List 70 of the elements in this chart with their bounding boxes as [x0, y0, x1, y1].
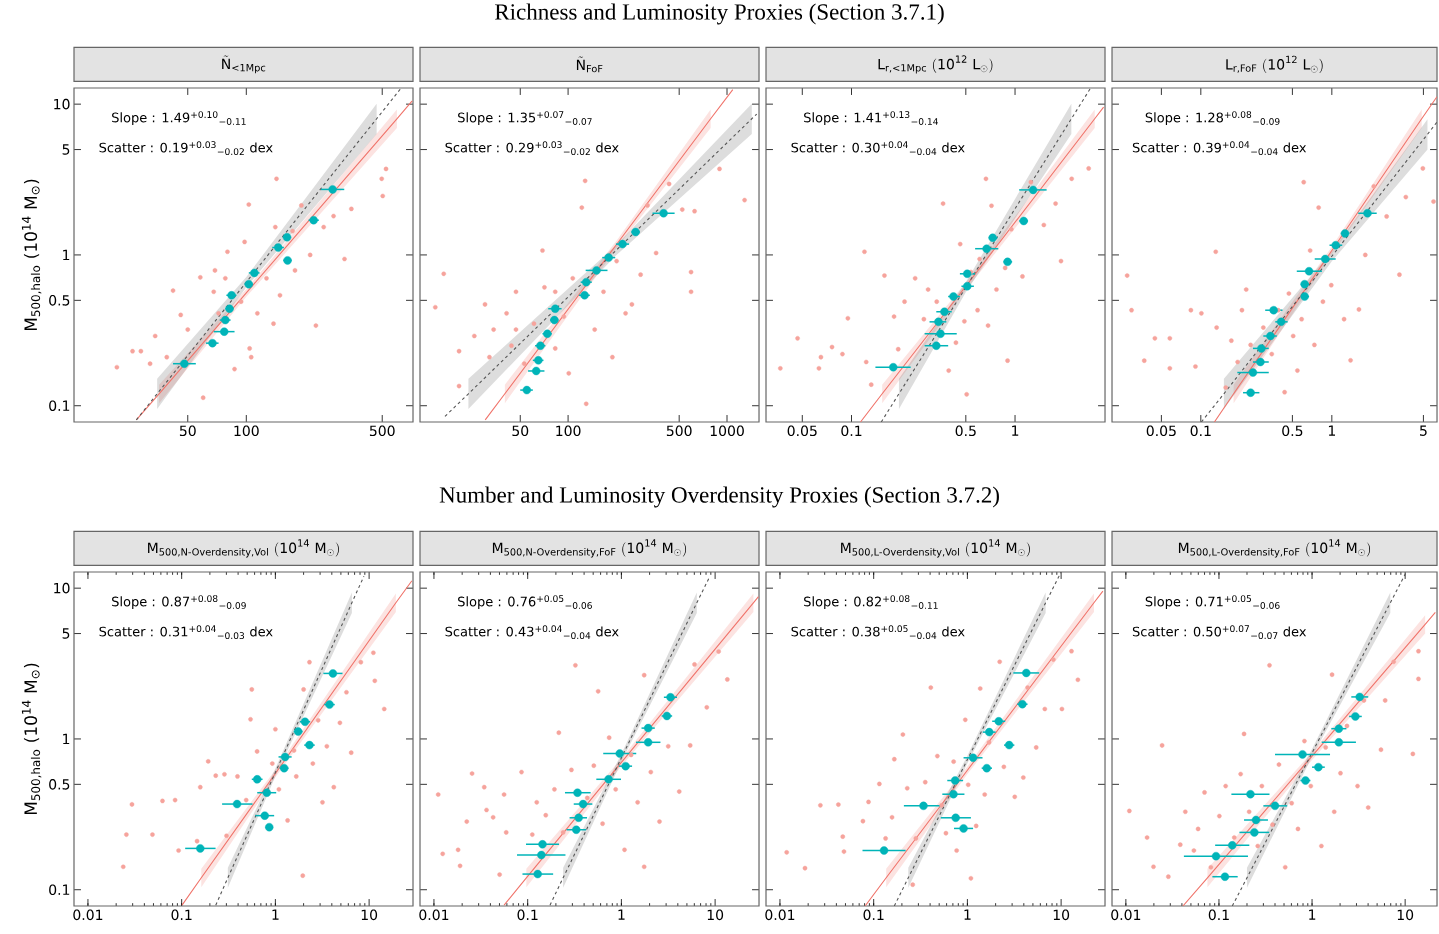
y-tick-label: 0.1: [49, 884, 70, 896]
chart-title: $\text{L}_{\text{r,FoF}}\ (\text{10}^{\text{12}}\ \text{L}_{\odot})$: [1226, 55, 1323, 74]
annotation: Scatter : 0.30$^{+0.04}$$_{−0.04}$ dex: [791, 141, 965, 156]
y-tick-label: 0.5: [49, 295, 70, 306]
annotation: Scatter : 0.19$^{+0.03}$$_{−0.02}$ dex: [99, 141, 273, 156]
chart-title: $\text{M}_{\text{500,L-Overdensity,Vol}}\ (\text{10}^{\text{14}}\ \text{M}_{\odot})$: [841, 539, 1030, 558]
annotation: Slope : 0.82$^{+0.08}$−0.11: [804, 595, 938, 609]
x-tick-label: 10: [707, 909, 724, 921]
y-tick-label: 5: [62, 628, 70, 639]
y-tick-label: 5: [62, 144, 70, 155]
x-tick-label: 0.1: [517, 909, 538, 921]
y-axis-title: M$_{500,halo}$ (10$^{14}$ M$_{⊙}$): [21, 663, 42, 815]
chart-title: $\tilde{\text{N}}_{\text{<1Mpc}}$: [222, 55, 266, 74]
annotation: Slope : 1.35$^{+0.07}$−0.07: [458, 111, 592, 125]
y-tick-label: 1: [63, 733, 70, 745]
annotation: Slope : 1.28$^{+0.08}$−0.09: [1145, 111, 1280, 125]
annotation: Scatter : 0.50$^{+0.07}$$_{−0.07}$ dex: [1132, 625, 1307, 640]
annotation: Scatter : 0.31$^{+0.04}$$_{−0.03}$ dex: [99, 625, 273, 640]
x-tick-label: 0.01: [419, 909, 449, 921]
x-tick-label: 500: [666, 425, 692, 437]
annotation: Slope : 1.41$^{+0.13}$−0.14: [804, 111, 938, 125]
x-tick-label: 1: [272, 909, 279, 920]
x-tick-label: 1: [1012, 425, 1019, 436]
annotation: Slope : 1.49$^{+0.10}$−0.11: [112, 111, 246, 125]
y-tick-label: 0.5: [49, 779, 70, 790]
chart-title: $\text{M}_{\text{500,L-Overdensity,FoF}}\ (\text{10}^{\text{14}}\ \text{M}_{\odot})$: [1178, 539, 1371, 558]
y-tick-label: 0.1: [49, 400, 70, 412]
text: Richness and Luminosity Proxies (Section 3.7.1): [494, 3, 944, 25]
x-tick-label: 1: [618, 909, 625, 920]
x-tick-label: 1: [964, 909, 971, 920]
chart-title: $\tilde{\text{N}}_{\text{FoF}}$: [576, 56, 603, 73]
x-tick-label: 100: [556, 425, 581, 437]
x-tick-label: 0.1: [1190, 425, 1211, 437]
y-tick-label: 10: [54, 98, 70, 110]
annotation: Slope : 0.76$^{+0.05}$−0.06: [458, 595, 592, 609]
chart-title: $\text{M}_{\text{500,N-Overdensity,FoF}}\ (\text{10}^{\text{14}}\ \text{M}_{\odot})$: [492, 539, 687, 558]
x-tick-label: 10: [1397, 909, 1414, 921]
x-tick-label: 10: [1053, 909, 1070, 921]
x-tick-label: 0.05: [1146, 425, 1176, 437]
y-tick-label: 10: [54, 582, 70, 594]
annotation: Scatter : 0.39$^{+0.04}$$_{−0.04}$ dex: [1132, 141, 1307, 156]
x-tick-label: 0.1: [863, 909, 884, 921]
x-tick-label: 5: [1420, 425, 1427, 436]
annotation: Scatter : 0.43$^{+0.04}$$_{−0.04}$ dex: [445, 625, 619, 640]
x-tick-label: 0.1: [841, 425, 862, 437]
x-tick-label: 0.5: [1282, 425, 1303, 437]
text: Number and Luminosity Overdensity Proxies (Section 3.7.2): [439, 486, 999, 508]
chart-title: $\text{L}_{\text{r,<1Mpc}}\ (\text{10}^{\text{12}}\ \text{L}_{\odot})$: [878, 55, 993, 74]
x-tick-label: 1000: [710, 425, 744, 437]
x-tick-label: 1: [1328, 425, 1336, 436]
y-tick-label: 1: [63, 249, 70, 261]
y-axis-title: M$_{500,halo}$ (10$^{14}$ M$_{⊙}$): [21, 179, 42, 331]
x-tick-label: 0.1: [171, 909, 192, 921]
annotation: Slope : 0.71$^{+0.05}$−0.06: [1145, 595, 1280, 609]
x-tick-label: 10: [361, 909, 378, 921]
x-tick-label: 0.1: [1208, 909, 1229, 921]
x-tick-label: 0.01: [765, 909, 795, 921]
x-tick-label: 0.01: [73, 909, 103, 921]
x-tick-label: 50: [512, 425, 529, 437]
chart-title: $\text{M}_{\text{500,N-Overdensity,Vol}}\ (\text{10}^{\text{14}}\ \text{M}_{\odot})$: [148, 539, 339, 558]
annotation: Slope : 0.87$^{+0.08}$−0.09: [112, 595, 246, 609]
x-tick-label: 100: [234, 425, 259, 437]
x-tick-label: 0.05: [787, 425, 817, 437]
x-tick-label: 0.5: [955, 425, 976, 437]
x-tick-label: 0.01: [1111, 909, 1141, 921]
x-tick-label: 500: [369, 425, 395, 437]
annotation: Scatter : 0.29$^{+0.03}$$_{−0.02}$ dex: [445, 141, 619, 156]
x-tick-label: 1: [1309, 909, 1316, 920]
annotation: Scatter : 0.38$^{+0.05}$$_{−0.04}$ dex: [791, 625, 965, 640]
x-tick-label: 50: [179, 425, 196, 437]
